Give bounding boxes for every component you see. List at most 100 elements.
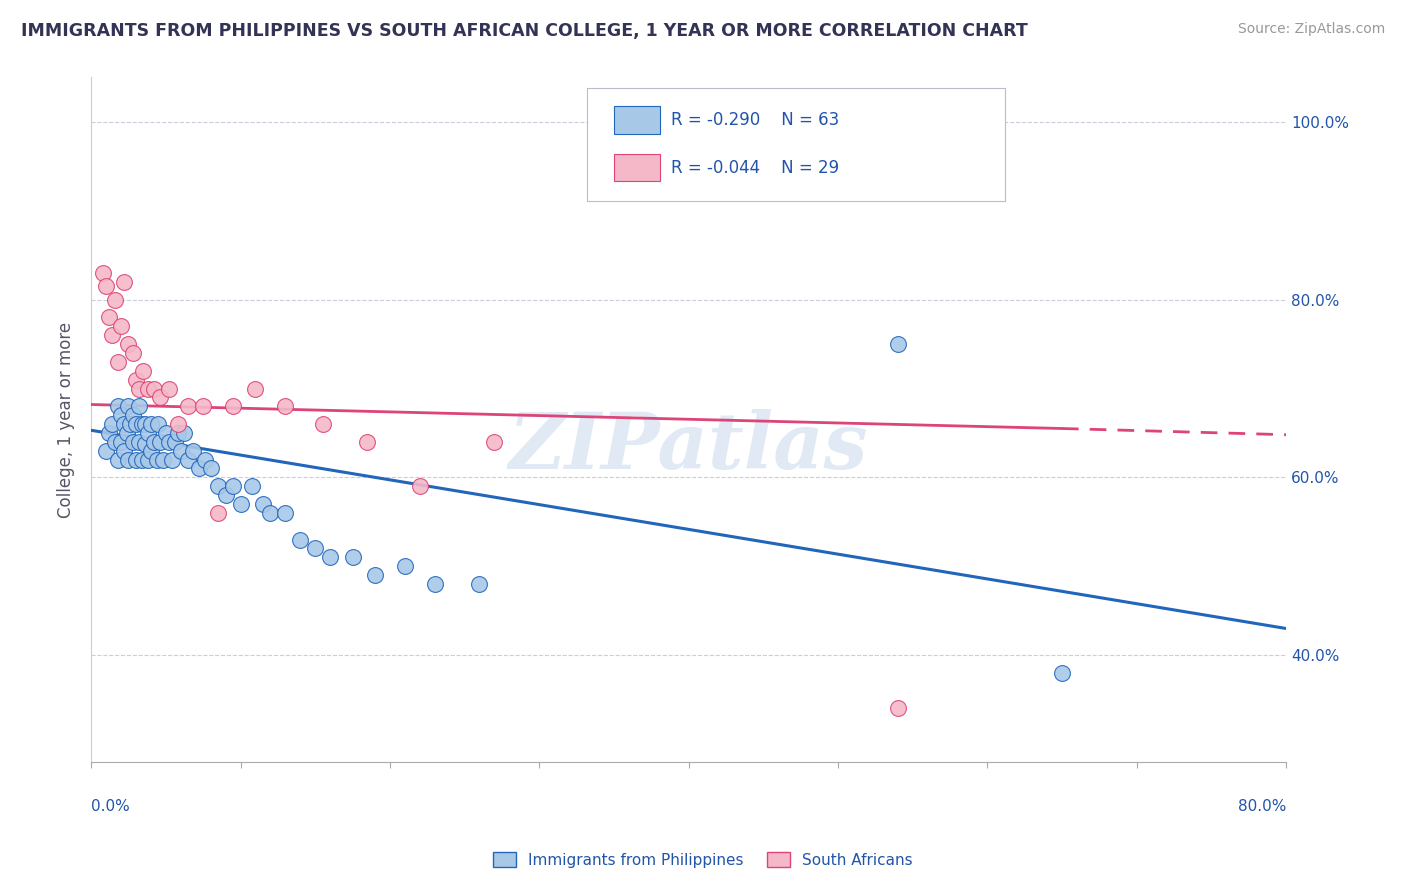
FancyBboxPatch shape bbox=[586, 87, 1005, 201]
Point bbox=[181, 443, 204, 458]
Point bbox=[139, 443, 162, 458]
Point bbox=[110, 319, 132, 334]
Point bbox=[242, 479, 264, 493]
Point bbox=[107, 399, 129, 413]
Point bbox=[484, 434, 506, 449]
Point bbox=[311, 417, 333, 431]
Point bbox=[319, 550, 342, 565]
Point bbox=[134, 417, 156, 431]
Point bbox=[98, 425, 121, 440]
Point bbox=[112, 417, 135, 431]
Legend: Immigrants from Philippines, South Africans: Immigrants from Philippines, South Afric… bbox=[488, 846, 918, 873]
Point bbox=[94, 279, 117, 293]
Point bbox=[117, 399, 139, 413]
FancyBboxPatch shape bbox=[614, 154, 659, 181]
Point bbox=[107, 355, 129, 369]
Point bbox=[125, 373, 148, 387]
Text: 0.0%: 0.0% bbox=[91, 799, 129, 814]
Point bbox=[146, 452, 169, 467]
Point bbox=[194, 452, 217, 467]
Point bbox=[125, 417, 148, 431]
Point bbox=[423, 577, 446, 591]
Point bbox=[98, 310, 121, 325]
Point bbox=[110, 408, 132, 422]
Point bbox=[290, 533, 312, 547]
Point bbox=[468, 577, 491, 591]
Point bbox=[259, 506, 281, 520]
Text: ZIPatlas: ZIPatlas bbox=[509, 409, 869, 485]
Point bbox=[125, 452, 148, 467]
Point bbox=[104, 293, 127, 307]
Point bbox=[122, 346, 145, 360]
Point bbox=[157, 382, 180, 396]
Point bbox=[152, 452, 174, 467]
Point bbox=[131, 452, 153, 467]
Point bbox=[177, 452, 200, 467]
Point bbox=[110, 434, 132, 449]
Point bbox=[173, 425, 195, 440]
Point bbox=[356, 434, 378, 449]
Point bbox=[136, 382, 159, 396]
Point bbox=[342, 550, 364, 565]
Point bbox=[207, 506, 229, 520]
Point bbox=[252, 497, 274, 511]
Text: Source: ZipAtlas.com: Source: ZipAtlas.com bbox=[1237, 22, 1385, 37]
Point bbox=[274, 399, 297, 413]
Point bbox=[91, 266, 114, 280]
Point bbox=[166, 417, 188, 431]
Point bbox=[112, 443, 135, 458]
Point bbox=[160, 452, 183, 467]
Point bbox=[142, 434, 165, 449]
Point bbox=[131, 417, 153, 431]
Point bbox=[94, 443, 117, 458]
Point bbox=[155, 425, 177, 440]
Point bbox=[200, 461, 222, 475]
Point bbox=[112, 275, 135, 289]
Point bbox=[101, 328, 124, 343]
Point bbox=[222, 399, 245, 413]
Point bbox=[128, 434, 150, 449]
Point bbox=[409, 479, 432, 493]
Point bbox=[115, 425, 138, 440]
Point bbox=[118, 417, 141, 431]
Point bbox=[117, 452, 139, 467]
Text: 80.0%: 80.0% bbox=[1237, 799, 1286, 814]
Point bbox=[214, 488, 236, 502]
Point bbox=[222, 479, 245, 493]
Point bbox=[177, 399, 200, 413]
Text: R = -0.044    N = 29: R = -0.044 N = 29 bbox=[671, 159, 839, 177]
Point bbox=[101, 417, 124, 431]
FancyBboxPatch shape bbox=[614, 106, 659, 134]
Point bbox=[191, 399, 214, 413]
Point bbox=[134, 436, 156, 450]
Point bbox=[274, 506, 297, 520]
Point bbox=[245, 382, 267, 396]
Point bbox=[886, 337, 908, 351]
Point bbox=[128, 399, 150, 413]
Point bbox=[132, 364, 155, 378]
Point bbox=[163, 434, 186, 449]
Point bbox=[170, 443, 193, 458]
Point bbox=[136, 452, 159, 467]
Point bbox=[394, 559, 416, 574]
Point bbox=[107, 452, 129, 467]
Point bbox=[122, 434, 145, 449]
Point bbox=[139, 417, 162, 431]
Text: R = -0.290    N = 63: R = -0.290 N = 63 bbox=[671, 111, 839, 128]
Point bbox=[149, 434, 172, 449]
Point bbox=[117, 337, 139, 351]
Point bbox=[187, 461, 209, 475]
Point bbox=[128, 382, 150, 396]
Point bbox=[304, 541, 326, 556]
Point bbox=[229, 497, 252, 511]
Point bbox=[149, 391, 172, 405]
Y-axis label: College, 1 year or more: College, 1 year or more bbox=[58, 321, 75, 517]
Point bbox=[157, 434, 180, 449]
Point bbox=[1050, 665, 1073, 680]
Point bbox=[142, 382, 165, 396]
Point bbox=[166, 425, 188, 440]
Point bbox=[122, 408, 145, 422]
Point bbox=[207, 479, 229, 493]
Point bbox=[104, 434, 127, 449]
Point bbox=[136, 425, 159, 440]
